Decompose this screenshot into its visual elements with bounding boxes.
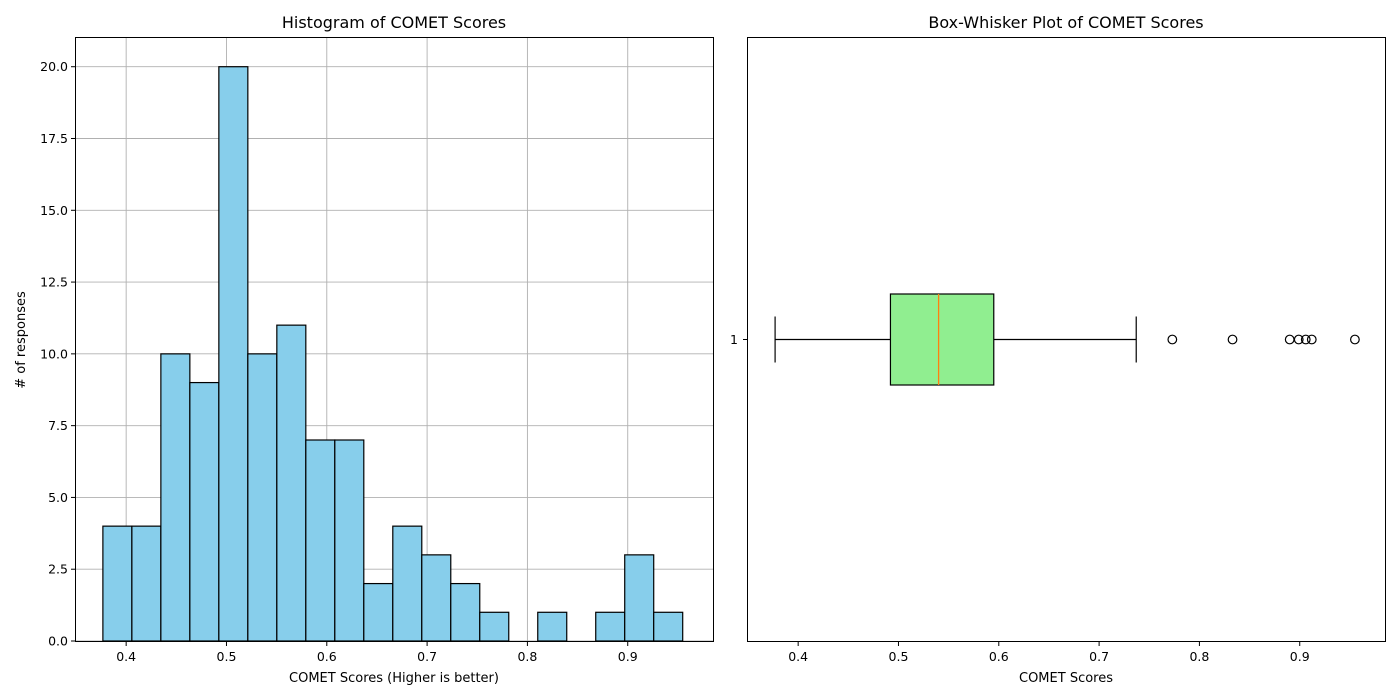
boxplot-x-tick-label: 0.4	[788, 649, 808, 664]
histogram-y-axis-label: # of responses	[14, 291, 29, 389]
histogram-panel: 0.4 0.5 0.6 0.7 0.8 0.9 0.0 2.5 5.0 7.5 10.0 12.5 1…	[14, 13, 714, 686]
histogram-y-tick-label: 0.0	[48, 634, 68, 649]
boxplot-title: Box-Whisker Plot of COMET Scores	[928, 13, 1203, 32]
histogram-bar	[450, 582, 481, 642]
histogram-bar	[363, 582, 394, 642]
histogram-y-tick-label: 17.5	[40, 131, 68, 146]
histogram-y-ticks: 0.0 2.5 5.0 7.5 10.0 12.5 15.0 17.5 20.0	[40, 59, 76, 649]
histogram-x-tick-label: 0.9	[618, 649, 638, 664]
histogram-bar	[595, 611, 626, 642]
histogram-bar	[653, 611, 684, 642]
histogram-bar	[421, 554, 452, 642]
boxplot-marks	[774, 293, 1360, 386]
histogram-y-tick-label: 20.0	[40, 59, 68, 74]
histogram-bar	[276, 324, 307, 642]
boxplot-outlier-point	[1167, 334, 1178, 345]
histogram-bar	[334, 439, 365, 642]
boxplot-x-axis-label: COMET Scores	[1019, 671, 1113, 686]
histogram-x-ticks: 0.4 0.5 0.6 0.7 0.8 0.9	[116, 641, 638, 664]
histogram-bar	[189, 381, 220, 642]
histogram-x-tick-label: 0.6	[317, 649, 337, 664]
boxplot-x-tick-label: 0.5	[889, 649, 909, 664]
histogram-bar	[392, 525, 423, 642]
boxplot-outlier-point	[1306, 334, 1317, 345]
histogram-y-tick-label: 15.0	[40, 203, 68, 218]
boxplot-x-tick-label: 0.7	[1089, 649, 1109, 664]
boxplot-x-ticks: 0.4 0.5 0.6 0.7 0.8 0.9	[788, 641, 1310, 664]
histogram-bar	[624, 554, 655, 642]
histogram-bar	[537, 611, 568, 642]
histogram-y-tick-label: 12.5	[40, 275, 68, 290]
histogram-x-tick-label: 0.4	[116, 649, 136, 664]
histogram-bar	[479, 611, 510, 642]
histogram-title: Histogram of COMET Scores	[282, 13, 506, 32]
boxplot-outlier-point	[1350, 334, 1360, 345]
histogram-bar	[131, 525, 162, 642]
histogram-bar	[247, 353, 278, 642]
histogram-bar	[102, 525, 133, 642]
histogram-x-tick-label: 0.8	[517, 649, 537, 664]
histogram-frame	[75, 37, 714, 642]
histogram-y-tick-label: 10.0	[40, 346, 68, 361]
boxplot-outlier-point	[1227, 334, 1238, 345]
boxplot-x-tick-label: 0.9	[1290, 649, 1310, 664]
histogram-y-tick-label: 2.5	[48, 562, 68, 577]
boxplot-box	[889, 293, 995, 386]
boxplot-panel: 0.4 0.5 0.6 0.7 0.8 0.9 1 Box-Whisker Plot of…	[730, 13, 1386, 686]
boxplot-outlier-point	[1300, 334, 1311, 345]
histogram-bars	[102, 66, 684, 642]
boxplot-y-tick-label: 1	[730, 332, 738, 347]
histogram-bar	[160, 353, 191, 642]
histogram-x-axis-label: COMET Scores (Higher is better)	[289, 671, 499, 686]
histogram-x-tick-label: 0.5	[217, 649, 237, 664]
boxplot-x-tick-label: 0.6	[989, 649, 1009, 664]
boxplot-x-tick-label: 0.8	[1189, 649, 1209, 664]
histogram-x-tick-label: 0.7	[417, 649, 437, 664]
histogram-bar	[218, 66, 249, 642]
boxplot-frame	[747, 37, 1386, 642]
boxplot-outlier-point	[1293, 334, 1304, 345]
histogram-bar	[305, 439, 336, 642]
histogram-y-tick-label: 7.5	[48, 418, 68, 433]
histogram-y-tick-label: 5.0	[48, 490, 68, 505]
